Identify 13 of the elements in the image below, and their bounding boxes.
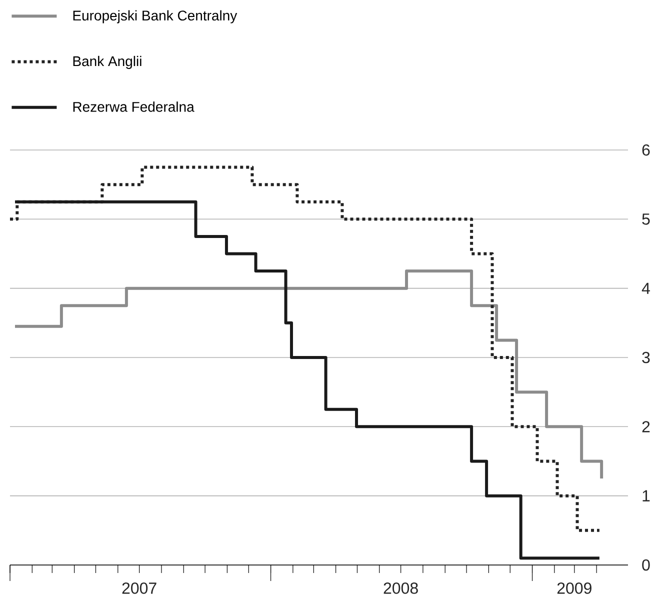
legend-label: Rezerwa Federalna [73, 102, 194, 112]
x-tick-label: 2008 [384, 582, 418, 594]
y-tick-label: 2 [642, 421, 650, 432]
x-tick-label: 2009 [557, 582, 592, 594]
y-tick-label: 1 [642, 490, 650, 502]
y-tick-label: 5 [642, 214, 650, 225]
legend-label: Bank Anglii [73, 56, 142, 69]
y-tick-label: 4 [642, 282, 650, 294]
y-tick-label: 0 [642, 559, 650, 571]
legend-label: Europejski Bank Centralny [73, 10, 238, 24]
x-tick-label: 2007 [122, 582, 156, 594]
y-tick-label: 3 [642, 352, 650, 364]
y-tick-label: 6 [642, 144, 650, 156]
